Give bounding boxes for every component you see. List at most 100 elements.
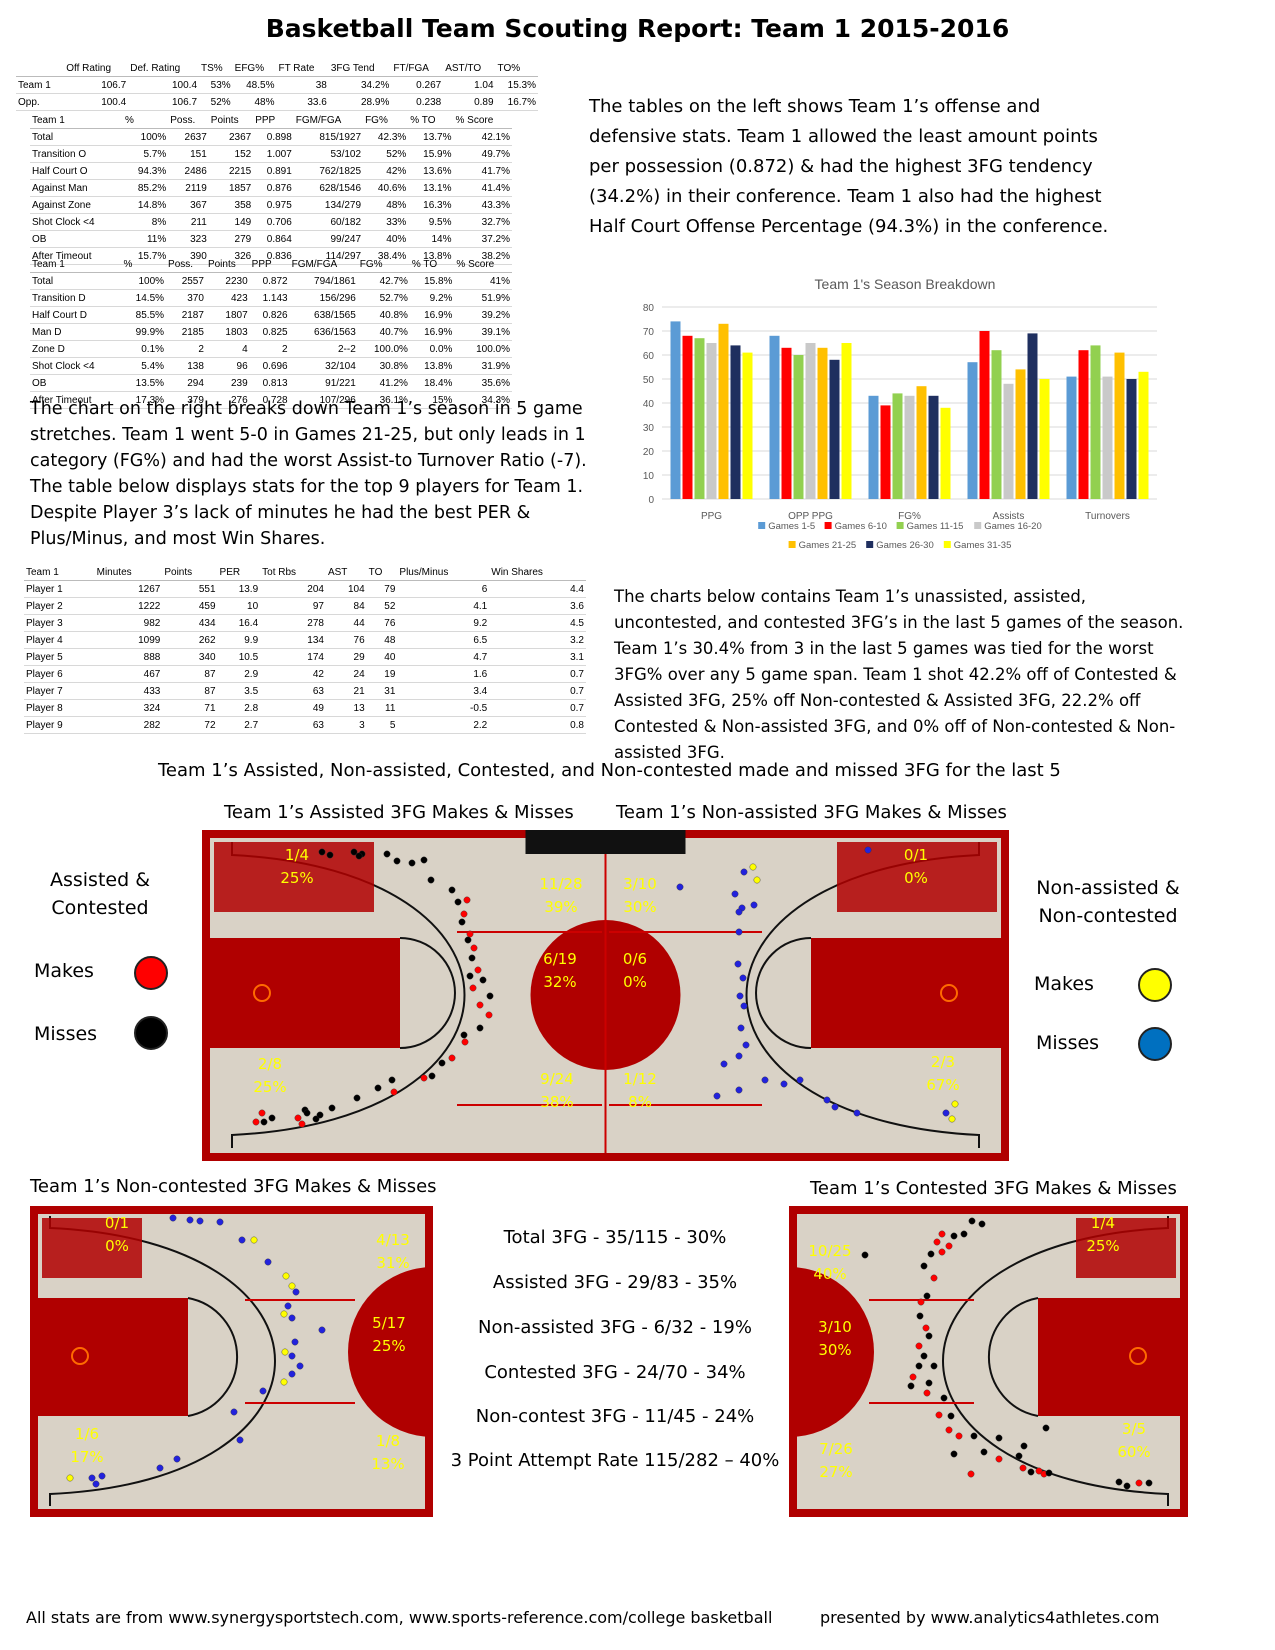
table-cell: 1857: [208, 179, 254, 197]
table-cell: 13.5%: [121, 374, 167, 392]
zone-label: 10/25: [808, 1242, 851, 1260]
y-tick-label: 40: [643, 399, 655, 410]
y-tick-label: 50: [643, 375, 655, 386]
shot-miss-dot: [823, 1096, 831, 1104]
legend-swatch: [758, 522, 766, 529]
free-throw-arc: [187, 1297, 239, 1417]
column-header: % Score: [454, 256, 512, 273]
shot-miss-dot: [288, 1370, 296, 1378]
shot-miss-dot: [169, 1214, 177, 1222]
table-cell: 0.898: [253, 128, 294, 146]
table-cell: 0.7: [489, 665, 586, 683]
bar: [793, 355, 804, 499]
legend-right-misses-label: Misses: [1036, 1032, 1100, 1054]
shot-make-dot: [66, 1474, 74, 1482]
shot-miss-dot: [925, 1332, 933, 1340]
zone-label-pct: 25%: [253, 1078, 286, 1096]
table-cell: 324: [94, 699, 163, 717]
right-rim: [940, 984, 958, 1002]
shot-miss-dot: [676, 883, 684, 891]
shot-miss-dot: [742, 1041, 750, 1049]
section-title: Team 1’s Assisted, Non-assisted, Contest…: [158, 760, 1061, 781]
shot-miss-dot: [328, 1104, 336, 1112]
column-header: FGM/FGA: [293, 112, 364, 129]
table-cell: 33%: [363, 213, 409, 231]
shot-make-dot: [945, 1426, 953, 1434]
shot-miss-dot: [98, 1472, 106, 1480]
column-header: FG%: [357, 256, 410, 273]
row-label: Player 9: [24, 716, 95, 734]
shot-miss-dot: [438, 1059, 446, 1067]
shot-miss-dot: [950, 1232, 958, 1240]
table-cell: 63: [260, 682, 326, 700]
center-circle: [348, 1267, 433, 1437]
lane: [1038, 1298, 1180, 1416]
summary-3pt-attempt-rate: 3 Point Attempt Rate 115/282 – 40%: [450, 1450, 780, 1471]
table-row: Player 9 282 72 2.7 63 3 5 2.2 0.8: [24, 716, 586, 734]
column-header: TS%: [199, 60, 233, 77]
shot-miss-dot: [915, 1362, 923, 1370]
row-label: Opp.: [16, 93, 65, 111]
shot-miss-dot: [925, 1379, 933, 1387]
three-point-line: [942, 1216, 1169, 1506]
column-header: %: [123, 112, 169, 129]
table-cell: 762/1825: [293, 162, 364, 180]
shot-miss-dot: [968, 1217, 976, 1225]
shot-make-dot: [1035, 1467, 1043, 1475]
shot-make-dot: [951, 1100, 959, 1108]
bar: [1090, 345, 1101, 499]
shot-miss-dot: [355, 852, 363, 860]
shot-make-dot: [1019, 1464, 1027, 1472]
table-cell: 149: [208, 213, 254, 231]
table-cell: 138: [166, 357, 206, 375]
table-cell: 174: [260, 648, 326, 666]
table-cell: 2367: [208, 128, 254, 146]
table-cell: 94.3%: [123, 162, 169, 180]
shot-make-dot: [280, 1310, 288, 1318]
table-cell: 42.3%: [363, 128, 409, 146]
legend-label: Games 31-35: [954, 540, 1012, 551]
noncontested-court: 0/1 0% 4/13 31% 5/17 25% 1/6 17% 1/8 13%: [30, 1206, 433, 1517]
table-row: OB 11% 323 279 0.864 99/247 40% 14% 37.2%: [30, 230, 512, 248]
bar: [1015, 369, 1026, 499]
zone-label-pct: 60%: [1117, 1443, 1150, 1461]
shot-miss-dot: [448, 886, 456, 894]
shot-miss-dot: [735, 928, 743, 936]
contested-court: 1/4 25% 10/25 40% 3/10 30% 3/5 60% 7/26 27%: [789, 1206, 1188, 1517]
table-cell: 982: [94, 614, 163, 632]
legend-label: Games 1-5: [768, 521, 815, 532]
contested-caption: Team 1’s Contested 3FG Makes & Misses: [810, 1178, 1177, 1199]
shot-miss-dot: [923, 1292, 931, 1300]
row-label: OB: [30, 230, 124, 248]
shot-miss-dot: [259, 1387, 267, 1395]
table-cell: 3.6: [489, 597, 586, 615]
bar: [718, 323, 729, 499]
zone-label-pct: 30%: [623, 898, 656, 916]
table-cell: 0.864: [253, 230, 294, 248]
table-cell: 100.0%: [357, 340, 410, 358]
legend-swatch: [896, 522, 904, 529]
shot-make-dot: [252, 1118, 260, 1126]
y-tick-label: 10: [643, 471, 655, 482]
table-cell: 11%: [123, 230, 169, 248]
shot-miss-dot: [1027, 1468, 1035, 1476]
shot-miss-dot: [739, 974, 747, 982]
table-cell: 459: [162, 597, 218, 615]
table-cell: 0.826: [249, 306, 290, 324]
shot-miss-dot: [735, 1052, 743, 1060]
bar: [1078, 350, 1089, 499]
legend-left-makes-label: Makes: [34, 960, 94, 982]
footer-presenter: presented by www.analytics4athletes.com: [820, 1608, 1160, 1627]
row-label: Zone D: [30, 340, 122, 358]
x-tick-label: PPG: [701, 511, 722, 522]
x-tick-label: FG%: [898, 511, 921, 522]
zone-label: 3/10: [623, 875, 657, 893]
shot-miss-dot: [318, 848, 326, 856]
table-cell: 151: [168, 145, 209, 163]
table-cell: 107/296: [289, 391, 358, 409]
zone-label-pct: 39%: [544, 898, 577, 916]
table-cell: 0.7: [489, 699, 586, 717]
zone-label: 1/4: [1091, 1214, 1115, 1232]
table-cell: 15.3%: [495, 76, 538, 94]
table-cell: 15.8%: [409, 272, 455, 290]
